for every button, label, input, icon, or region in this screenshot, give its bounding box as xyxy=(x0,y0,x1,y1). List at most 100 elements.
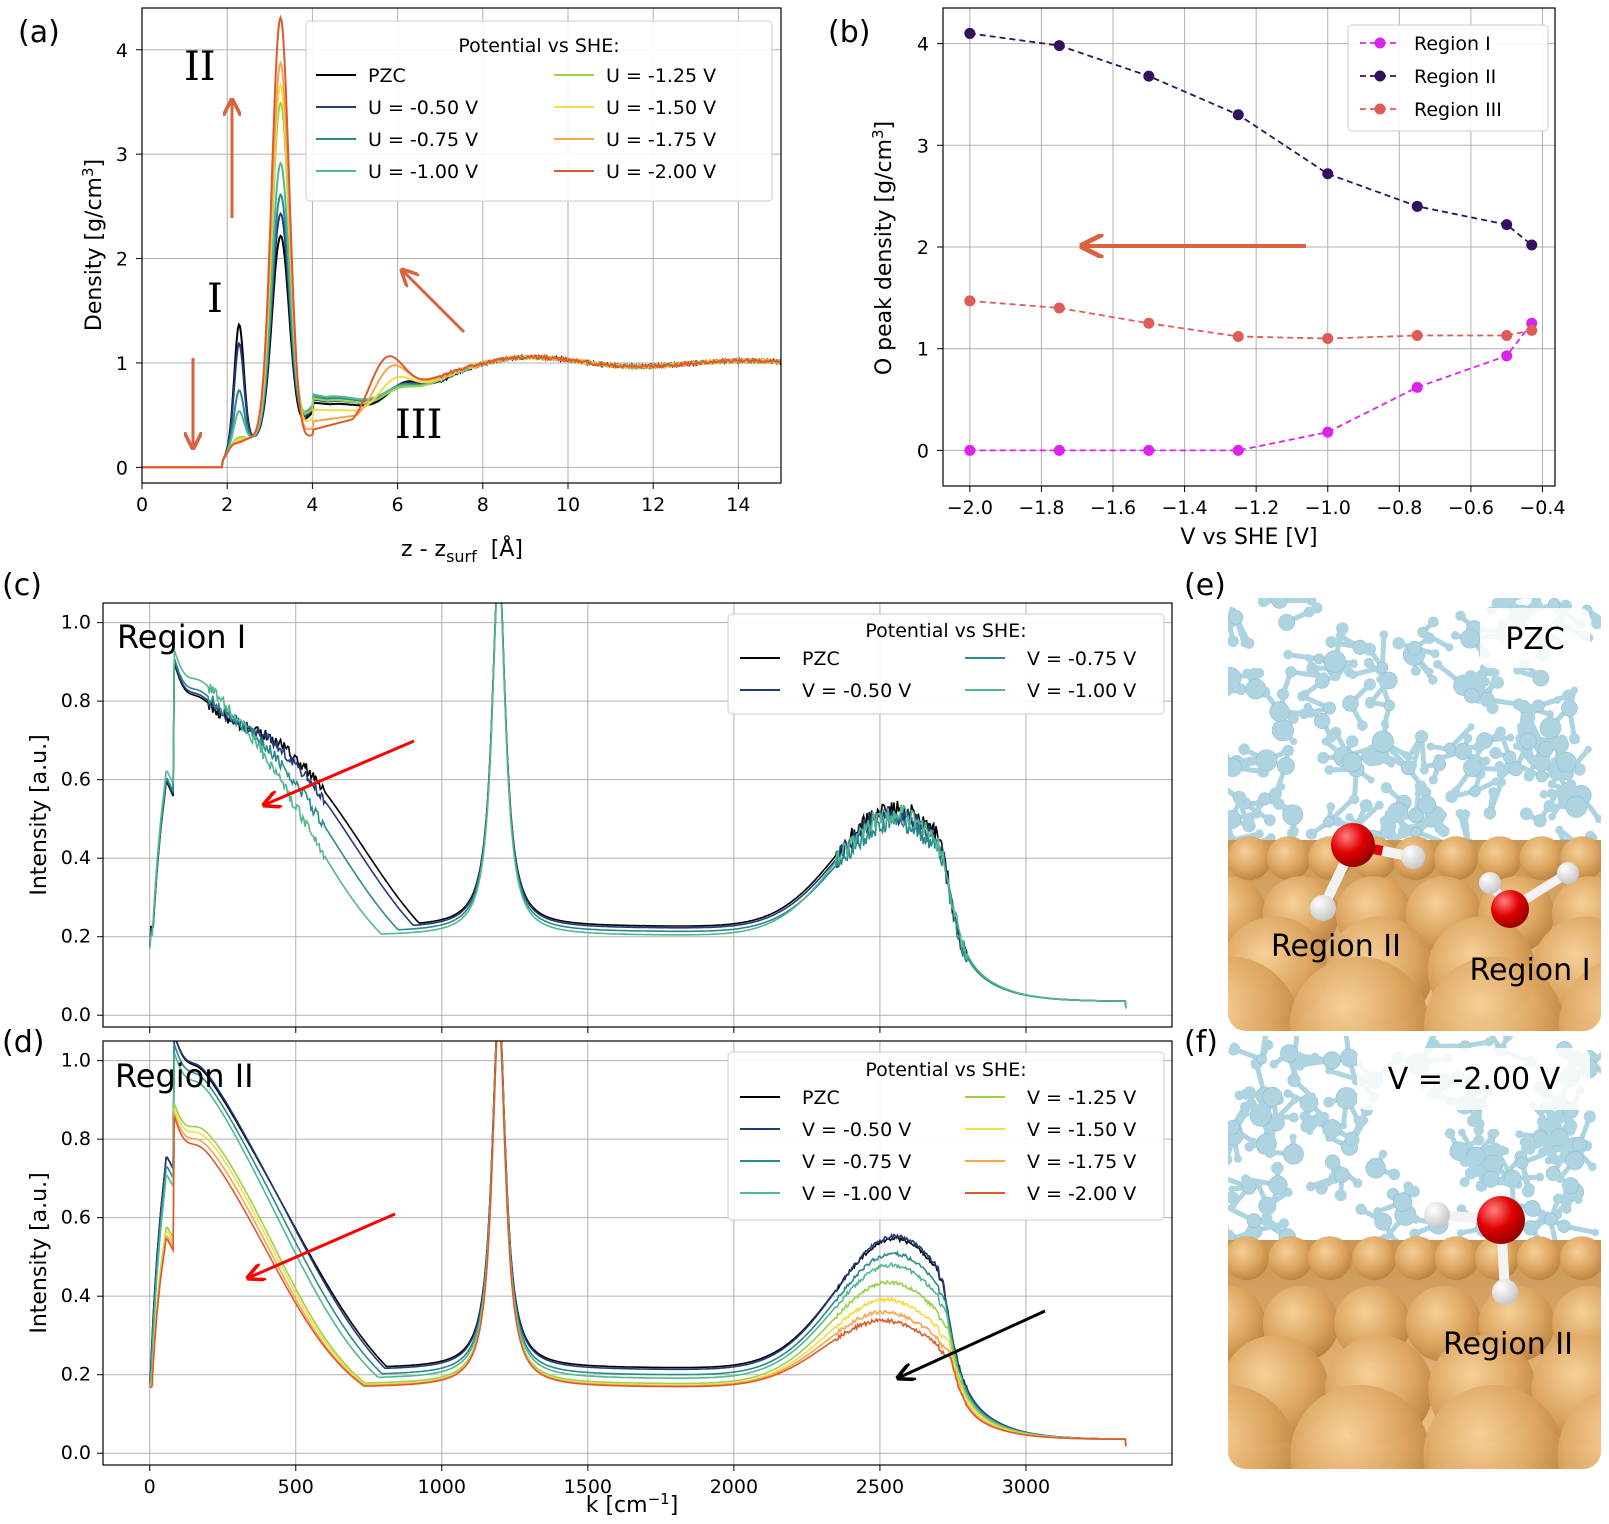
e-oxygen-atom xyxy=(1491,890,1529,928)
d-series-line xyxy=(148,1041,1127,1447)
b-legend-marker xyxy=(1374,103,1386,115)
e-label-region-ii: Region II xyxy=(1271,929,1401,964)
b-xtick-label: −1.6 xyxy=(1090,497,1136,519)
water-molecule xyxy=(1460,629,1480,649)
c-legend-entry: V = -0.75 V xyxy=(1027,648,1136,670)
water-molecule xyxy=(1335,1087,1358,1110)
c-ylabel: Intensity [a.u.] xyxy=(27,734,52,895)
f-hydrogen-atom xyxy=(1424,1202,1450,1228)
b-ytick-label: 4 xyxy=(917,34,929,56)
b-data-point xyxy=(1411,200,1423,212)
water-molecule xyxy=(1410,826,1422,839)
c-ytick-label: 1.0 xyxy=(61,612,91,634)
water-molecule xyxy=(1276,756,1295,775)
water-molecule xyxy=(1444,742,1456,755)
a-legend-entry: U = -1.75 V xyxy=(606,129,716,151)
water-molecule xyxy=(1572,1136,1587,1152)
a-ytick-label: 2 xyxy=(116,249,128,271)
b-data-point xyxy=(1053,444,1065,456)
water-molecule xyxy=(1533,814,1547,828)
d-ytick-label: 0.4 xyxy=(61,1285,91,1307)
b-ytick-label: 1 xyxy=(917,339,929,361)
d-legend-entry: PZC xyxy=(802,1087,840,1109)
water-molecule xyxy=(1228,609,1244,625)
a-series-line xyxy=(142,14,781,469)
a-legend-entry: PZC xyxy=(368,65,406,87)
surface-atom xyxy=(1228,836,1272,881)
panel-label-e: (e) xyxy=(1184,568,1226,603)
b-data-point xyxy=(1053,40,1065,52)
panel-f-snapshot-minus2v: V = -2.00 V Region II xyxy=(1182,1036,1601,1469)
water-molecule xyxy=(1508,761,1524,777)
b-xtick-label: −1.4 xyxy=(1162,497,1208,519)
d-series-line xyxy=(148,1041,1127,1447)
b-legend-entry: Region II xyxy=(1414,66,1496,88)
b-data-point xyxy=(1143,317,1155,329)
b-data-point xyxy=(1526,324,1538,336)
b-xtick-label: −1.0 xyxy=(1305,497,1351,519)
surface-atom xyxy=(1424,956,1565,1031)
d-arrow-black xyxy=(898,1309,1046,1378)
b-data-point xyxy=(1501,329,1513,341)
c-legend-entry: PZC xyxy=(802,648,840,670)
a-annotation-III: III xyxy=(395,402,442,448)
c-ytick-label: 0.6 xyxy=(61,769,91,791)
e-oxygen-atom xyxy=(1331,823,1375,867)
d-legend-entry: V = -2.00 V xyxy=(1027,1183,1136,1205)
panel-label-f: (f) xyxy=(1184,1025,1218,1060)
b-legend-marker xyxy=(1374,37,1386,49)
a-annotation-II: II xyxy=(184,44,216,90)
b-series-line xyxy=(969,32,1533,246)
b-xlabel: V vs SHE [V] xyxy=(1180,525,1317,550)
d-ytick-label: 0.2 xyxy=(61,1364,91,1386)
surface-atom xyxy=(1228,916,1229,1025)
water-molecule xyxy=(1417,795,1437,814)
a-arrow-diagonal xyxy=(402,270,466,334)
b-data-point xyxy=(1322,168,1334,180)
d-ylabel: Intensity [a.u.] xyxy=(27,1172,52,1333)
a-legend-entry: U = -1.00 V xyxy=(368,161,478,183)
b-data-point xyxy=(1053,302,1065,314)
d-legend-entry: V = -0.50 V xyxy=(802,1119,911,1141)
a-series-line xyxy=(142,211,781,469)
c-ytick-label: 0.4 xyxy=(61,847,91,869)
water-molecule xyxy=(1268,1175,1288,1195)
a-ytick-label: 3 xyxy=(116,144,128,166)
water-molecule xyxy=(1365,1158,1386,1179)
surface-atom xyxy=(1182,1236,1226,1280)
water-molecule xyxy=(1322,1119,1342,1139)
surface-atom xyxy=(1434,836,1479,881)
b-data-point xyxy=(964,295,976,307)
surface-atom xyxy=(1266,836,1311,881)
surface-atom xyxy=(1531,1335,1601,1444)
water-molecule xyxy=(1371,730,1394,753)
d-xtick-label: 0 xyxy=(144,1476,156,1498)
a-xtick-label: 10 xyxy=(556,494,580,516)
water-molecule xyxy=(1339,1048,1359,1067)
water-molecule xyxy=(1374,1212,1393,1231)
surface-atom xyxy=(1516,1236,1561,1281)
b-ytick-label: 0 xyxy=(917,440,929,462)
water-molecule xyxy=(1228,810,1242,830)
water-molecule xyxy=(1519,732,1537,750)
surface-atom xyxy=(1228,1236,1269,1281)
water-molecule xyxy=(1415,730,1429,744)
panel-b-peak-density-chart: −2.0 −1.8 −1.6 −1.4 −1.2 −1.0 −0.8 −0.6 −0.4 0 1 2 3… xyxy=(869,7,1566,550)
d-xtick-label: 2000 xyxy=(710,1476,758,1498)
b-xtick-label: −0.6 xyxy=(1448,497,1494,519)
a-legend-entry: U = -2.00 V xyxy=(606,161,716,183)
water-molecule xyxy=(1463,687,1480,704)
b-ylabel: O peak density [g/cm3] xyxy=(869,121,897,375)
panel-label-d: (d) xyxy=(2,1025,44,1060)
surface-atom xyxy=(1559,1236,1601,1281)
a-xtick-label: 4 xyxy=(306,494,318,516)
b-data-point xyxy=(1232,444,1244,456)
a-xtick-label: 12 xyxy=(641,494,665,516)
surface-atom xyxy=(1558,956,1601,1031)
e-badge: PZC xyxy=(1505,622,1565,657)
water-molecule xyxy=(1342,695,1359,712)
surface-atom xyxy=(1290,1385,1431,1469)
water-molecule xyxy=(1376,661,1389,674)
water-molecule xyxy=(1407,640,1422,656)
f-badge: V = -2.00 V xyxy=(1388,1062,1561,1097)
